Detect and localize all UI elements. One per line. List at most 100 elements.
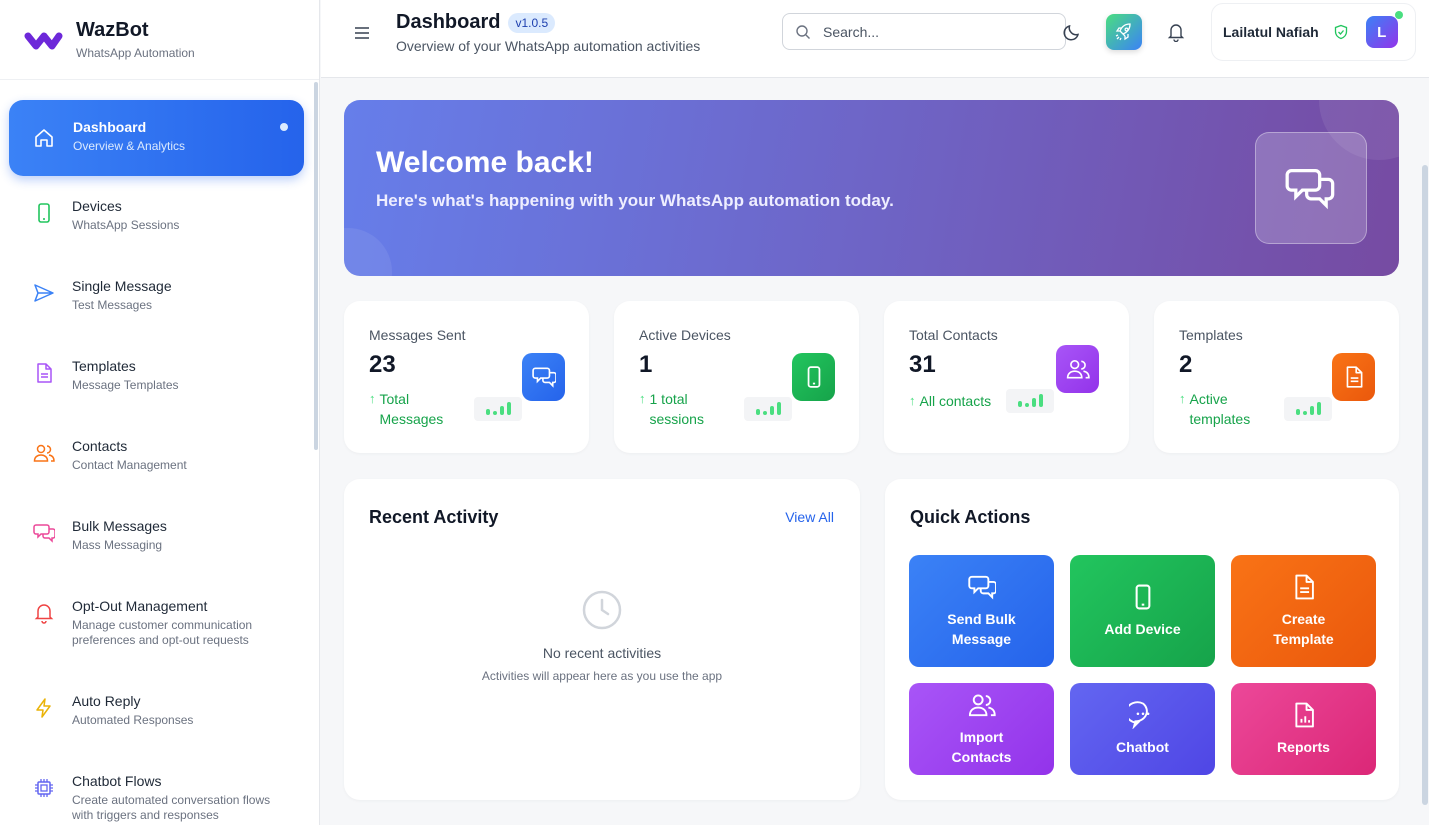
clock-icon: [582, 590, 622, 630]
sidebar-item-contacts[interactable]: Contacts Contact Management: [9, 438, 304, 473]
hamburger-icon: [355, 27, 369, 39]
mini-bar-chart: [474, 397, 522, 421]
view-all-link[interactable]: View All: [785, 509, 834, 525]
stat-trend: All contacts: [919, 393, 992, 409]
menu-toggle-button[interactable]: [353, 24, 371, 42]
empty-state: No recent activities Activities will app…: [344, 589, 860, 683]
smartphone-icon: [1135, 584, 1150, 610]
sidebar-item-title: Bulk Messages: [72, 518, 167, 534]
stat-icon-box: [1056, 345, 1099, 393]
sidebar-item-opt-out-management[interactable]: Opt-Out Management Manage customer commu…: [9, 598, 304, 648]
quick-action-create-template[interactable]: Create Template: [1231, 555, 1376, 667]
recent-activity-card: Recent Activity View All No recent activ…: [344, 479, 860, 800]
sidebar-item-title: Auto Reply: [72, 693, 141, 709]
quick-action-label: Import Contacts: [951, 729, 1012, 765]
chat-dots-icon: [1128, 701, 1149, 729]
notifications-button[interactable]: [1167, 22, 1185, 42]
sidebar-item-subtitle: Create automated conversation flows with…: [72, 793, 271, 822]
stat-icon-box: [1332, 353, 1375, 401]
quick-action-reports[interactable]: Reports: [1231, 683, 1376, 775]
sidebar-item-title: Dashboard: [73, 119, 147, 135]
quick-actions-card: Quick Actions Send Bulk Message Add Devic…: [885, 479, 1399, 800]
home-icon: [35, 129, 53, 147]
bar: [762, 411, 767, 415]
sidebar-item-auto-reply[interactable]: Auto Reply Automated Responses: [9, 693, 304, 728]
stat-card-templates: Templates 2 ↑ Active templates: [1154, 301, 1399, 453]
mini-bar-chart: [1284, 397, 1332, 421]
brand[interactable]: WazBot WhatsApp Automation: [0, 0, 319, 80]
file-text-icon: [1294, 574, 1314, 600]
arrow-up-icon: ↑: [369, 391, 376, 406]
stat-trend: 1 total sessions: [649, 391, 704, 427]
messages-icon: [33, 524, 55, 543]
dark-mode-toggle[interactable]: [1062, 22, 1082, 42]
arrow-up-icon: ↑: [909, 393, 916, 408]
stat-icon-box: [522, 353, 565, 401]
quick-action-add-device[interactable]: Add Device: [1070, 555, 1215, 667]
smartphone-icon: [38, 203, 50, 223]
sidebar-scrollbar[interactable]: [314, 82, 318, 450]
file-text-icon: [1346, 366, 1362, 388]
avatar[interactable]: L: [1365, 11, 1403, 48]
file-text-icon: [37, 363, 52, 383]
sidebar-item-title: Templates: [72, 358, 136, 374]
zap-icon: [36, 698, 51, 718]
stat-value: 2: [1179, 351, 1193, 378]
stat-label: Messages Sent: [369, 327, 466, 343]
stat-label: Active Devices: [639, 327, 731, 343]
quick-action-label: Chatbot: [1116, 739, 1169, 755]
bar: [1309, 406, 1314, 415]
arrow-up-icon: ↑: [1179, 391, 1186, 406]
page-subtitle: Overview of your WhatsApp automation act…: [396, 38, 701, 54]
cpu-icon: [35, 779, 53, 797]
user-name: Lailatul Nafiah: [1223, 24, 1319, 40]
stat-card-messages-sent: Messages Sent 23 ↑ Total Messages: [344, 301, 589, 453]
bar: [485, 409, 490, 415]
sidebar-item-title: Opt-Out Management: [72, 598, 208, 614]
brand-subtitle: WhatsApp Automation: [76, 46, 195, 60]
sidebar: WazBot WhatsApp Automation Dashboard Ove…: [0, 0, 320, 825]
quick-action-chatbot[interactable]: Chatbot: [1070, 683, 1215, 775]
users-icon: [33, 444, 55, 462]
user-menu[interactable]: Lailatul Nafiah L: [1211, 3, 1416, 61]
quick-action-label: Reports: [1277, 739, 1330, 755]
messages-icon: [531, 367, 556, 388]
sidebar-item-subtitle: Manage customer communication preference…: [72, 618, 253, 647]
users-icon: [1066, 360, 1090, 379]
quick-action-label: Create Template: [1273, 611, 1334, 647]
sidebar-item-bulk-messages[interactable]: Bulk Messages Mass Messaging: [9, 518, 304, 553]
bell-icon: [1167, 24, 1185, 42]
search-input[interactable]: [823, 23, 1043, 40]
quick-action-import-contacts[interactable]: Import Contacts: [909, 683, 1054, 775]
quick-action-send-bulk-message[interactable]: Send Bulk Message: [909, 555, 1054, 667]
stat-card-total-contacts: Total Contacts 31 ↑ All contacts: [884, 301, 1129, 453]
sidebar-item-title: Single Message: [72, 278, 172, 294]
stat-label: Templates: [1179, 327, 1243, 343]
active-indicator-dot: [280, 123, 288, 131]
stat-value: 1: [639, 351, 653, 378]
bar: [755, 409, 760, 415]
main-scrollbar[interactable]: [1422, 165, 1428, 805]
avatar-initial: L: [1377, 23, 1387, 41]
sidebar-item-chatbot-flows[interactable]: Chatbot Flows Create automated conversat…: [9, 773, 304, 823]
arrow-up-icon: ↑: [639, 391, 646, 406]
bar: [1031, 398, 1036, 407]
sidebar-item-templates[interactable]: Templates Message Templates: [9, 358, 304, 393]
rocket-icon: [1115, 23, 1131, 41]
shield-check-icon: [1334, 24, 1347, 40]
send-icon: [34, 284, 54, 302]
sidebar-item-dashboard[interactable]: Dashboard Overview & Analytics: [9, 100, 304, 176]
stat-trend: Total Messages: [379, 391, 444, 427]
rocket-button[interactable]: [1106, 14, 1142, 50]
sidebar-item-devices[interactable]: Devices WhatsApp Sessions: [9, 198, 304, 233]
sidebar-item-subtitle: Test Messages: [72, 298, 153, 312]
moon-icon: [1063, 24, 1080, 41]
brand-name: WazBot: [76, 19, 149, 41]
quick-action-label: Send Bulk Message: [947, 611, 1016, 647]
report-icon: [1294, 702, 1314, 728]
sidebar-item-subtitle: Mass Messaging: [72, 538, 163, 552]
stat-card-active-devices: Active Devices 1 ↑ 1 total sessions: [614, 301, 859, 453]
stat-value: 23: [369, 351, 396, 378]
sidebar-item-single-message[interactable]: Single Message Test Messages: [9, 278, 304, 313]
stat-value: 31: [909, 351, 936, 378]
